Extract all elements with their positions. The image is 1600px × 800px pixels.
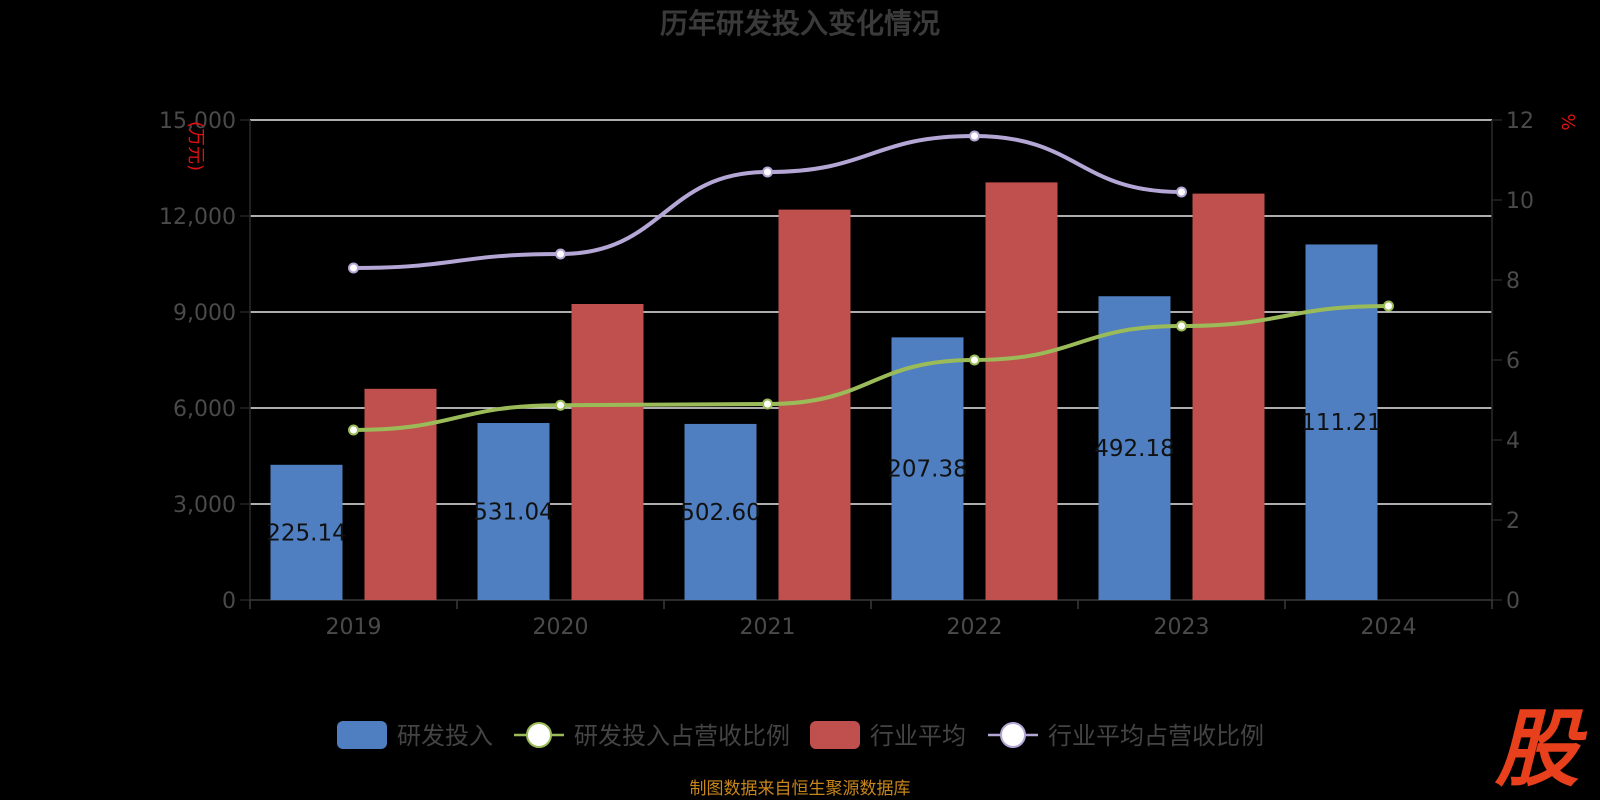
legend-label: 研发投入占营收比例	[574, 722, 790, 750]
legend-item-industry-ratio[interactable]: 行业平均占营收比例	[988, 722, 1264, 750]
rd-ratio-line	[353, 304, 1389, 432]
industry-ratio-point	[1176, 186, 1187, 198]
right-tick-label: 2	[1506, 509, 1520, 534]
right-tick-label: 0	[1506, 589, 1520, 614]
industry-bar	[985, 182, 1058, 600]
rd-bar-value-label: 531.04	[473, 500, 553, 526]
rd-bar-value-label: 492.18	[1094, 436, 1174, 462]
rd-ratio-point	[1383, 300, 1394, 312]
right-tick-label: 4	[1506, 429, 1520, 454]
x-tick-label: 2023	[1154, 615, 1210, 640]
rd-ratio-point	[555, 399, 566, 411]
rd-bar	[684, 423, 757, 600]
rd-ratio-point	[762, 398, 773, 410]
legend-label: 行业平均	[870, 722, 966, 750]
industry-ratio-point	[969, 130, 980, 142]
rd-ratio-point	[1176, 320, 1187, 332]
right-tick-label: 12	[1506, 109, 1534, 134]
legend-swatch	[810, 721, 860, 749]
industry-bar	[364, 388, 437, 600]
rd-bar-value-label: 225.14	[266, 520, 346, 546]
industry-ratio-point	[348, 262, 359, 274]
industry-bar	[1192, 193, 1265, 600]
rd-bar	[1305, 244, 1378, 600]
legend-swatch	[337, 721, 387, 749]
legend-item-rd-ratio[interactable]: 研发投入占营收比例	[514, 722, 790, 750]
legend-item-rd[interactable]: 研发投入	[337, 721, 493, 750]
left-tick-label: 15,000	[159, 109, 236, 134]
chart-title: 历年研发投入变化情况	[660, 7, 940, 40]
legend-marker	[526, 722, 552, 748]
legend-label: 行业平均占营收比例	[1048, 722, 1264, 750]
lines	[348, 130, 1394, 436]
left-tick-label: 9,000	[173, 301, 236, 326]
left-axis-unit: (万元)	[185, 121, 206, 171]
bar-labels: 225.14 531.04 502.60 207.38 492.18 111.21	[266, 410, 1381, 546]
legend-label: 研发投入	[397, 722, 493, 750]
logo-glyph: 股	[1494, 700, 1588, 798]
rd-bar-value-label: 502.60	[680, 500, 760, 526]
industry-bar	[571, 304, 644, 600]
x-tick-label: 2019	[326, 615, 382, 640]
bars	[270, 182, 1378, 600]
rd-bar	[477, 423, 550, 600]
right-tick-label: 10	[1506, 189, 1534, 214]
right-tick-label: 8	[1506, 269, 1520, 294]
gridlines	[250, 119, 1492, 505]
x-tick-label: 2022	[947, 615, 1003, 640]
rd-ratio-point	[969, 354, 980, 366]
right-axis-unit: %	[1557, 113, 1578, 130]
x-tick-label: 2024	[1361, 615, 1417, 640]
rd-bar	[270, 464, 343, 600]
axes: 0 3,000 6,000 9,000 12,000 15,000 0 2 4 6 8 10 12 201…	[159, 109, 1534, 640]
rd-bar	[1098, 296, 1171, 600]
source-note: 制图数据来自恒生聚源数据库	[690, 779, 911, 799]
left-tick-label: 12,000	[159, 205, 236, 230]
left-tick-label: 6,000	[173, 397, 236, 422]
right-tick-label: 6	[1506, 349, 1520, 374]
legend[interactable]: 研发投入 研发投入占营收比例 行业平均 行业平均占营收比例	[337, 721, 1264, 750]
left-tick-label: 3,000	[173, 493, 236, 518]
industry-ratio-point	[555, 248, 566, 260]
x-tick-label: 2021	[740, 615, 796, 640]
rd-bar-value-label: 111.21	[1301, 410, 1381, 436]
industry-ratio-point	[762, 166, 773, 178]
rd-bar	[891, 337, 964, 600]
legend-item-industry[interactable]: 行业平均	[810, 721, 966, 750]
x-tick-label: 2020	[533, 615, 589, 640]
rd-bar-value-label: 207.38	[887, 457, 967, 483]
rd-ratio-point	[348, 424, 359, 436]
legend-marker	[1000, 722, 1026, 748]
left-tick-label: 0	[222, 589, 236, 614]
